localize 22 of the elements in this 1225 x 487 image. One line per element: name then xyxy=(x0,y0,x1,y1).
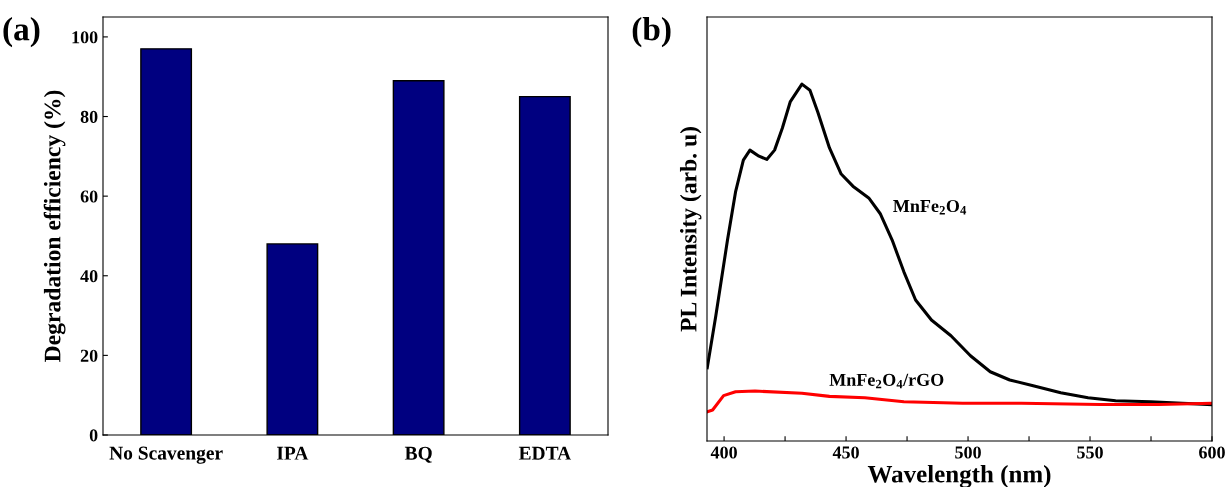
y-tick-label: 60 xyxy=(80,190,98,203)
y-axis-title: Degradation efficiency (%) xyxy=(43,90,66,362)
y-tick-label: 0 xyxy=(89,429,98,442)
series-label: MnFe$_{2}$O$_{4}$ xyxy=(893,199,967,215)
text: (b) xyxy=(632,17,671,48)
y-tick-label: 80 xyxy=(80,110,98,123)
text: (a) xyxy=(3,17,40,48)
y-tick-label: 100 xyxy=(72,31,98,44)
x-tick-label: EDTA xyxy=(518,446,572,460)
x-tick-label: 600 xyxy=(1199,446,1225,459)
x-tick-label: 550 xyxy=(1077,446,1103,459)
x-tick-label: IPA xyxy=(277,446,309,460)
x-tick-label: 500 xyxy=(955,446,981,459)
x-tick-label: 450 xyxy=(832,446,859,459)
x-tick-label: No Scavenger xyxy=(109,446,223,464)
y-axis-title: PL Intensity (arb. u) xyxy=(679,127,702,332)
series-label: MnFe$_{2}$O$_{4}$/rGO xyxy=(829,373,944,389)
y-tick-label: 20 xyxy=(80,349,98,362)
x-axis-title: Wavelength (nm) xyxy=(867,465,1051,487)
x-tick-label: BQ xyxy=(404,446,432,463)
y-tick-label: 40 xyxy=(80,270,98,283)
x-tick-label: 400 xyxy=(710,446,737,459)
